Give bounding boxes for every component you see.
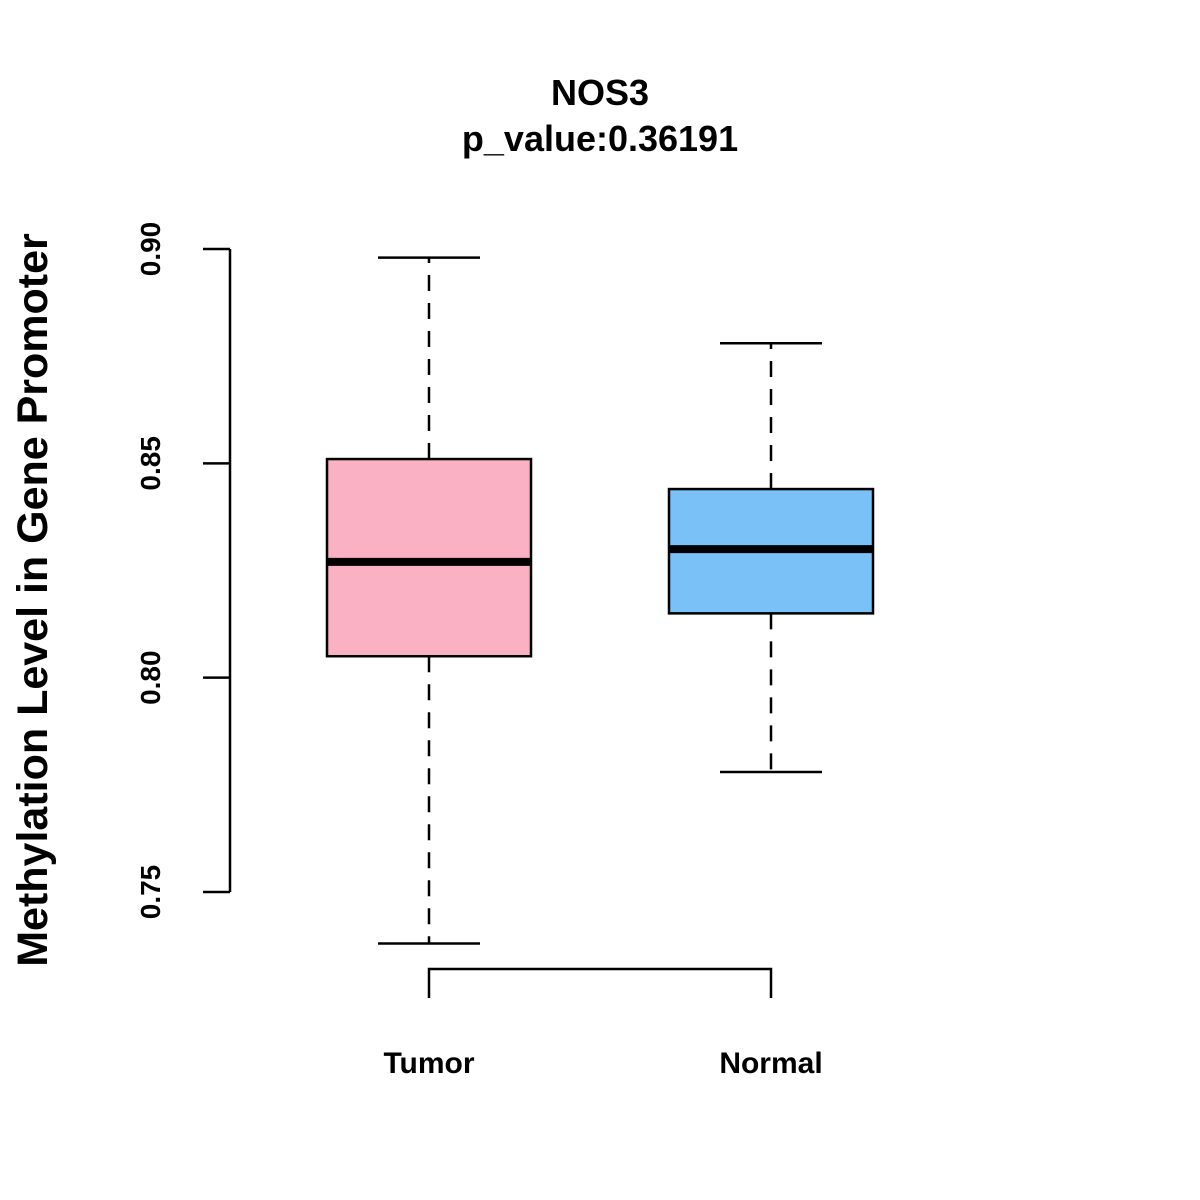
iqr-box (325, 457, 533, 658)
y-axis-ticks: 0.75 0.80 0.85 0.90 (135, 222, 230, 920)
chart-subtitle: p_value:0.36191 (462, 118, 738, 159)
comparison-bracket (427, 967, 773, 998)
y-tick-label: 0.75 (135, 865, 166, 920)
y-tick-label: 0.80 (135, 650, 166, 705)
y-tick-label: 0.90 (135, 222, 166, 277)
x-axis-labels: Tumor Normal (383, 1047, 822, 1080)
box-tumor (325, 256, 533, 945)
x-tick-label-normal: Normal (719, 1047, 822, 1080)
y-tick-label: 0.85 (135, 436, 166, 491)
box-series (325, 256, 875, 945)
bracket-line (427, 967, 773, 998)
box-normal (667, 342, 875, 774)
chart-title: NOS3 (551, 72, 649, 113)
x-tick-label-tumor: Tumor (383, 1047, 474, 1080)
y-axis-label: Methylation Level in Gene Promoter (9, 233, 57, 967)
